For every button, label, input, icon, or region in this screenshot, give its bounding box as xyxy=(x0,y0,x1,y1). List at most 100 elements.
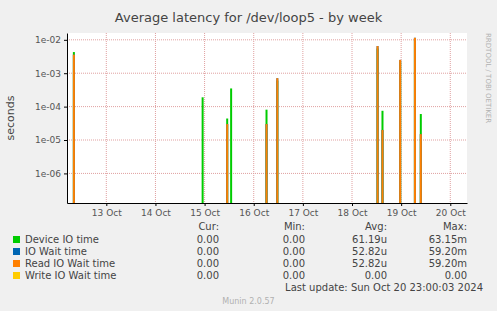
x-tick: 19 Oct xyxy=(387,203,417,218)
spike xyxy=(73,55,75,203)
x-tick-mark xyxy=(450,203,451,206)
y-tick-mark xyxy=(64,40,67,41)
spike xyxy=(381,130,383,203)
spike xyxy=(276,78,278,203)
y-tick-mark xyxy=(64,173,67,174)
legend-label: Write IO Wait time xyxy=(25,270,116,281)
spike xyxy=(381,111,383,203)
x-grid-line xyxy=(106,33,107,203)
y-axis-line xyxy=(67,34,68,204)
y-tick-label: 1e-02 xyxy=(35,35,61,45)
spike xyxy=(73,52,75,203)
x-tick-label: 18 Oct xyxy=(338,208,368,218)
x-tick-label: 16 Oct xyxy=(239,208,269,218)
legend-header: Max: xyxy=(443,221,467,232)
spike xyxy=(381,130,383,203)
legend-stat: 0.00 xyxy=(445,270,467,281)
legend-stat: 0.00 xyxy=(197,234,219,245)
x-tick-mark xyxy=(303,203,304,206)
y-axis-title: seconds xyxy=(4,95,17,140)
footer: Munin 2.0.57 xyxy=(222,297,274,306)
legend-stat: 52.82u xyxy=(352,246,387,257)
marks xyxy=(73,38,422,203)
y-grid-line xyxy=(67,73,467,74)
x-tick: 18 Oct xyxy=(338,203,368,218)
x-grid-line xyxy=(450,33,451,203)
y-tick-mark xyxy=(64,73,67,74)
spike xyxy=(420,114,422,203)
y-grid-line xyxy=(67,106,467,107)
chart: Average latency for /dev/loop5 - by week… xyxy=(0,0,497,311)
x-tick: 13 Oct xyxy=(92,203,122,218)
legend-stat: 0.00 xyxy=(365,270,387,281)
spike xyxy=(399,60,401,203)
y-tick: 1e-05 xyxy=(35,135,67,145)
spike xyxy=(266,124,268,203)
spike xyxy=(73,55,75,203)
legend-stat: 0.00 xyxy=(283,246,305,257)
x-tick-mark xyxy=(352,203,353,206)
x-tick: 20 Oct xyxy=(436,203,466,218)
y-tick: 1e-06 xyxy=(35,169,67,179)
grid xyxy=(67,33,467,203)
legend-stat: 0.00 xyxy=(197,258,219,269)
legend-swatch xyxy=(13,236,20,243)
x-tick-mark xyxy=(106,203,107,206)
series xyxy=(73,38,422,203)
spike xyxy=(230,88,232,203)
spike xyxy=(266,110,268,203)
legend: Cur:Min:Avg:Max:Device IO time0.000.0061… xyxy=(13,221,467,281)
legend-header: Cur: xyxy=(198,221,219,232)
legend-stat: 59.20m xyxy=(429,246,467,257)
x-tick-mark xyxy=(155,203,156,206)
spike xyxy=(377,46,379,203)
spike xyxy=(414,38,416,203)
y-tick-label: 1e-03 xyxy=(35,69,61,79)
spike xyxy=(420,134,422,203)
legend-swatch xyxy=(13,272,20,279)
x-tick-label: 20 Oct xyxy=(436,208,466,218)
legend-swatch xyxy=(13,260,20,267)
legend-stat: 59.20m xyxy=(429,258,467,269)
legend-stat: 52.82u xyxy=(352,258,387,269)
x-tick-mark xyxy=(401,203,402,206)
x-tick-label: 13 Oct xyxy=(92,208,122,218)
spike xyxy=(414,38,416,203)
legend-stat: 0.00 xyxy=(283,234,305,245)
x-tick-label: 14 Oct xyxy=(141,208,171,218)
legend-swatch xyxy=(13,248,20,255)
x-tick: 15 Oct xyxy=(190,203,220,218)
y-tick-mark xyxy=(64,107,67,108)
series xyxy=(73,38,422,203)
x-grid-line xyxy=(253,33,254,203)
x-tick-label: 19 Oct xyxy=(387,208,417,218)
x-tick: 14 Oct xyxy=(141,203,171,218)
background xyxy=(0,0,497,311)
spike xyxy=(276,78,278,203)
spike xyxy=(266,124,268,203)
plot-area xyxy=(67,33,467,203)
y-tick: 1e-02 xyxy=(35,35,67,45)
y-tick-mark xyxy=(64,140,67,141)
y-tick-label: 1e-05 xyxy=(35,135,61,145)
x-axis-line xyxy=(68,203,468,204)
legend-stat: 61.19u xyxy=(352,234,387,245)
spike xyxy=(226,119,228,203)
spike xyxy=(420,134,422,203)
legend-header: Avg: xyxy=(365,221,387,232)
y-tick: 1e-03 xyxy=(35,69,67,79)
legend-stat: 0.00 xyxy=(197,246,219,257)
spike xyxy=(226,124,228,203)
y-tick-label: 1e-04 xyxy=(35,102,61,112)
legend-stat: 0.00 xyxy=(197,270,219,281)
watermark: RRDTOOL / TOBI OETIKER xyxy=(484,33,492,123)
x-grid-line xyxy=(302,33,303,203)
x-grid-line xyxy=(352,33,353,203)
x-tick-mark xyxy=(254,203,255,206)
legend-stat: 0.00 xyxy=(283,270,305,281)
y-axis: 1e-06 1e-05 1e-04 1e-03 1e-02 xyxy=(35,34,67,204)
legend-header: Min: xyxy=(284,221,305,232)
legend-stat: 0.00 xyxy=(283,258,305,269)
last-update: Last update: Sun Oct 20 23:00:03 2024 xyxy=(285,282,483,293)
x-tick: 16 Oct xyxy=(239,203,269,218)
